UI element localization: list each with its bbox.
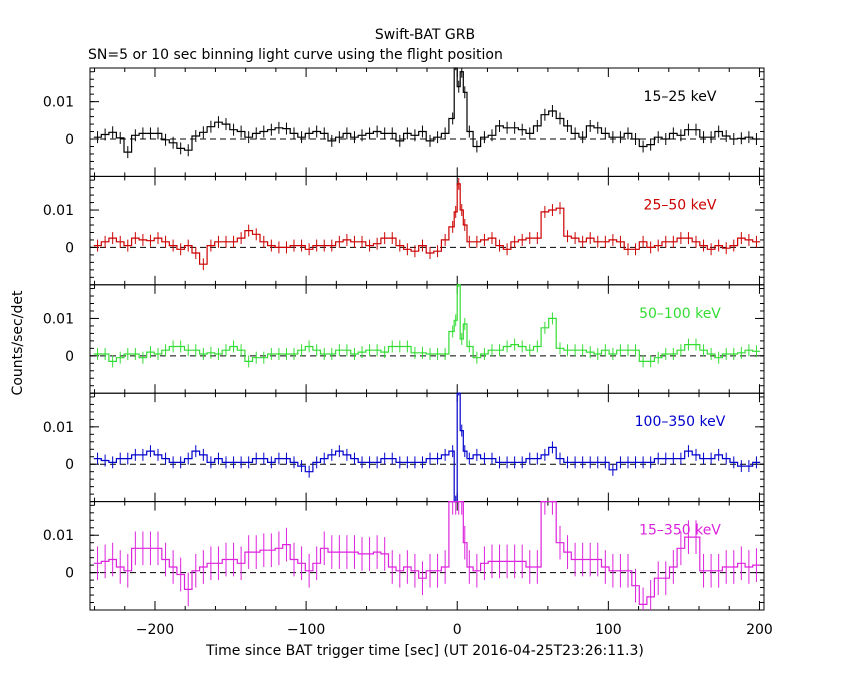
y-tick-label: 0 (65, 132, 74, 148)
band-label: 50–100 keV (639, 306, 721, 322)
x-tick-label: −100 (287, 622, 325, 638)
panel-4: 0 0.01 100–350 keV (43, 392, 765, 503)
panel-frame (89, 284, 765, 394)
panel-2: 0 0.01 25–50 keV (43, 175, 765, 286)
series-line (93, 392, 761, 503)
band-label: 100–350 keV (635, 414, 726, 430)
x-tick-label: 0 (453, 622, 462, 638)
y-tick-label: 0.01 (43, 528, 74, 544)
y-tick-label: 0 (65, 457, 74, 473)
panel-frame (89, 175, 765, 286)
band-label: 15–25 keV (644, 89, 717, 105)
band-label: 15–350 keV (639, 523, 721, 539)
series-line (93, 183, 761, 265)
x-tick-label: 100 (595, 622, 622, 638)
x-tick-label: −200 (136, 622, 174, 638)
y-tick-label: 0 (65, 349, 74, 365)
y-tick-label: 0.01 (43, 95, 74, 111)
series-line (93, 501, 761, 605)
y-axis-label: Counts/sec/det (10, 290, 26, 395)
y-tick-label: 0 (65, 566, 74, 582)
x-tick-label: 200 (746, 622, 773, 638)
y-tick-label: 0.01 (43, 311, 74, 327)
panel-frame (89, 501, 765, 611)
y-tick-label: 0.01 (43, 420, 74, 436)
chart-title: Swift-BAT GRB (375, 27, 475, 43)
panel-1: 0 0.01 15–25 keV (43, 67, 765, 177)
x-axis-label: Time since BAT trigger time [sec] (UT 20… (205, 643, 644, 659)
panel-3: 0 0.01 50–100 keV (43, 284, 765, 394)
band-label: 25–50 keV (644, 197, 717, 213)
panels-group: 0 0.01 15–25 keV 0 0.01 25–50 keV 0 0.01 50–100 … (43, 67, 773, 638)
series-line (93, 284, 761, 362)
y-tick-label: 0.01 (43, 203, 74, 219)
series-line (93, 67, 761, 153)
panel-5: 0 0.01 15–350 keV (43, 501, 765, 611)
panel-frame (89, 392, 765, 503)
chart-subtitle: SN=5 or 10 sec binning light curve using… (88, 47, 503, 63)
y-tick-label: 0 (65, 240, 74, 256)
panel-frame (89, 67, 765, 177)
